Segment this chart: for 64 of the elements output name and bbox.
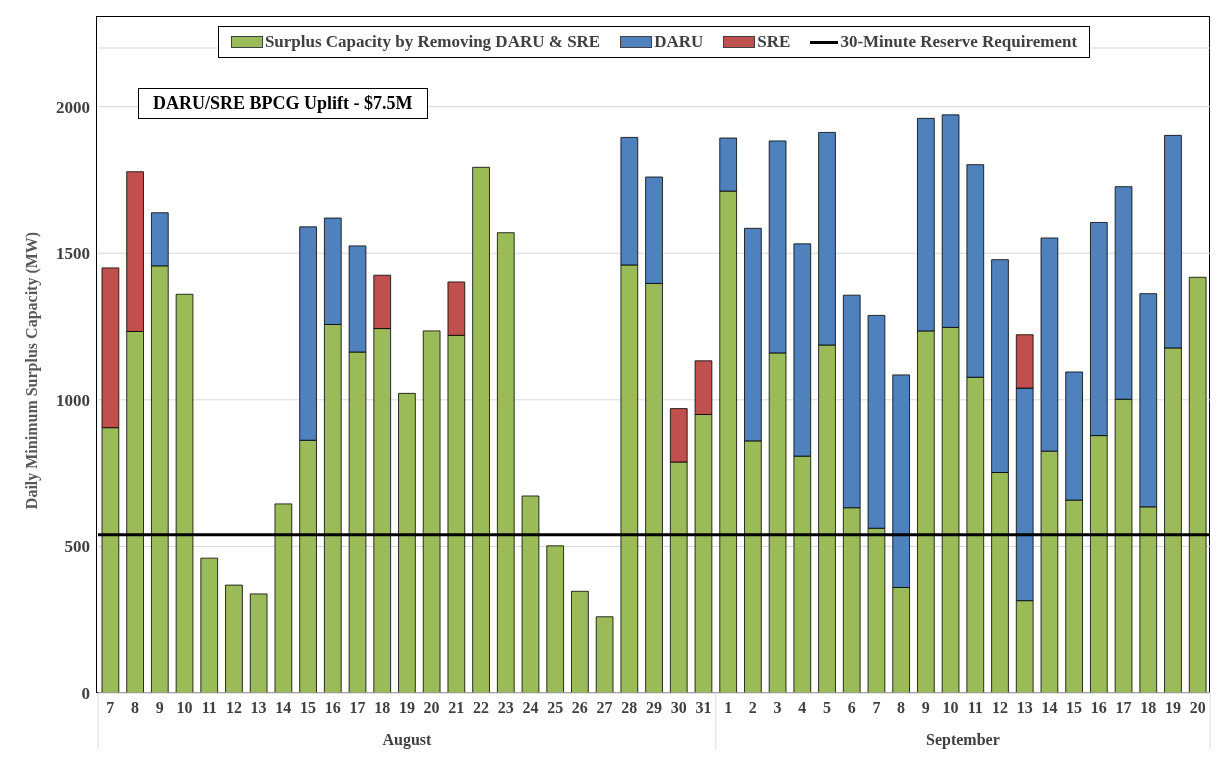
x-tick-label: 28 (621, 699, 638, 716)
x-tick-label: 16 (1090, 699, 1107, 716)
x-tick-label: 8 (131, 699, 140, 716)
legend-label: Surplus Capacity by Removing DARU & SRE (263, 32, 601, 52)
x-tick-label: 12 (991, 699, 1008, 716)
x-tick-label: 14 (275, 699, 292, 716)
bar (595, 616, 614, 693)
x-tick-label: 18 (374, 699, 391, 716)
x-tick-label: 17 (1115, 699, 1132, 716)
x-tick-label: 31 (695, 699, 712, 716)
y-tick-label: 500 (64, 537, 90, 557)
x-tick-label: 26 (571, 699, 588, 716)
legend-label: 30-Minute Reserve Requirement (839, 32, 1078, 52)
bar (249, 593, 268, 693)
x-tick-label: 8 (897, 699, 906, 716)
x-tick-label: 18 (1140, 699, 1157, 716)
y-tick-label: 2000 (56, 97, 90, 117)
x-tick-label: 23 (497, 699, 514, 716)
x-tick-label: 1 (724, 699, 733, 716)
x-tick-label: 7 (106, 699, 115, 716)
x-tick-label: 25 (547, 699, 564, 716)
legend-label: SRE (756, 32, 791, 52)
x-tick-label: 12 (225, 699, 242, 716)
x-tick-label: 20 (1189, 699, 1206, 716)
bar (546, 545, 564, 693)
x-tick-label: 2 (748, 699, 757, 716)
text: September (926, 731, 1000, 749)
x-tick-label: 6 (847, 699, 856, 716)
x-tick-label: 19 (398, 699, 415, 716)
x-tick-label: 7 (872, 699, 881, 716)
x-tick-label: 9 (155, 699, 164, 716)
legend-label: DARU (653, 32, 704, 52)
x-tick-label: 4 (798, 699, 807, 716)
text: August (382, 731, 433, 749)
x-tick-label: 20 (423, 699, 440, 716)
annotation: DARU/SRE BPCG Uplift - $7.5M (138, 88, 428, 119)
x-tick-label: 16 (324, 699, 341, 716)
bar (200, 557, 219, 693)
x-tick-label: 27 (596, 699, 613, 716)
x-tick-label: 15 (300, 699, 317, 716)
x-tick-label: 10 (176, 699, 193, 716)
x-tick-label: 22 (473, 699, 490, 716)
x-tick-label: 5 (822, 699, 831, 716)
x-tick-label: 19 (1164, 699, 1181, 716)
x-tick-label: 30 (670, 699, 687, 716)
x-tick-label: 9 (921, 699, 930, 716)
x-tick-label: 13 (250, 699, 267, 716)
y-tick-label: 1500 (56, 244, 90, 264)
x-tick-label: 13 (1016, 699, 1033, 716)
x-tick-label: 17 (349, 699, 366, 716)
x-tick-label: 11 (967, 699, 983, 716)
x-tick-label: 21 (448, 699, 465, 716)
x-tick-label: 15 (1066, 699, 1083, 716)
x-tick-label: 11 (201, 699, 217, 716)
x-tick-label: 10 (942, 699, 959, 716)
x-tick-label: 24 (522, 699, 539, 716)
y-tick-label: 1000 (56, 390, 90, 410)
y-axis-title: Daily Minimum Surplus Capacity (MW) (22, 231, 41, 510)
bar (571, 590, 589, 693)
x-tick-label: 14 (1041, 699, 1058, 716)
y-tick-label: 0 (81, 684, 90, 704)
bar (225, 584, 243, 693)
x-tick-label: 3 (773, 699, 782, 716)
x-tick-label: 29 (646, 699, 662, 716)
